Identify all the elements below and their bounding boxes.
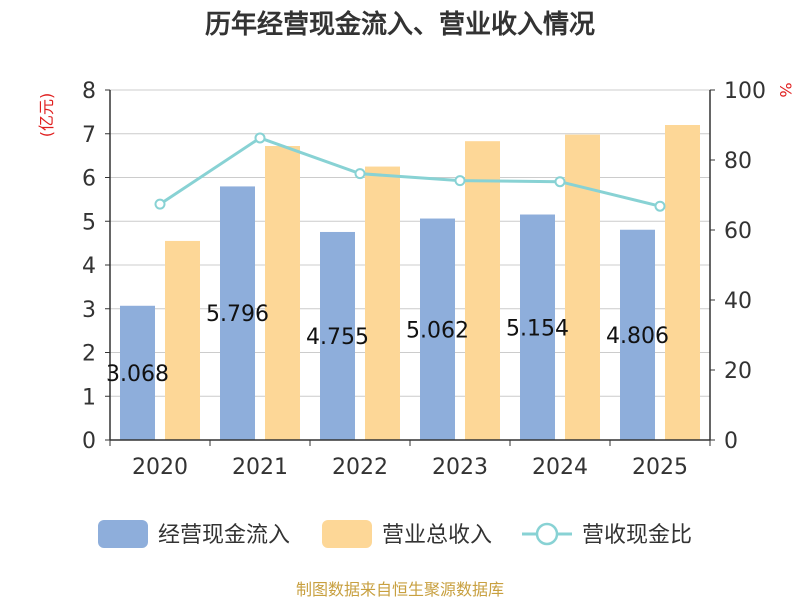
- right-tick-label: 0: [724, 429, 738, 454]
- cash-inflow-value-label: 3.068: [106, 362, 169, 387]
- legend-label: 经营现金流入: [158, 523, 290, 548]
- revenue-bar: [665, 125, 700, 440]
- revenue-bar: [565, 134, 600, 440]
- x-tick-label: 2024: [532, 455, 588, 480]
- source-note: 制图数据来自恒生聚源数据库: [296, 580, 504, 599]
- legend: 经营现金流入 营业总收入 营收现金比: [98, 520, 692, 548]
- ratio-point: [154, 198, 166, 210]
- ratio-point: [254, 132, 266, 144]
- left-tick-label: 0: [82, 429, 96, 454]
- left-tick-label: 2: [82, 342, 96, 367]
- ratio-point: [654, 200, 666, 212]
- cash-inflow-bar: [220, 186, 255, 440]
- cash-inflow-bar: [520, 214, 555, 440]
- revenue-bar: [165, 240, 200, 440]
- revenue-bar: [365, 166, 400, 440]
- right-tick-label: 40: [724, 289, 752, 314]
- bars: [120, 125, 700, 440]
- legend-swatch: [322, 520, 372, 548]
- left-tick-label: 3: [82, 298, 96, 323]
- cash-inflow-value-label: 5.796: [206, 302, 269, 327]
- x-tick-label: 2025: [632, 455, 688, 480]
- right-tick-label: 20: [724, 359, 752, 384]
- cash-inflow-value-label: 5.154: [506, 316, 569, 341]
- cash-inflow-bar: [620, 229, 655, 440]
- chart-title: 历年经营现金流入、营业收入情况: [205, 9, 595, 40]
- legend-label: 营业总收入: [382, 523, 492, 548]
- right-axis-unit: %: [776, 82, 795, 97]
- legend-item-ratio[interactable]: 营收现金比: [522, 522, 692, 548]
- ratio-point: [554, 176, 566, 188]
- x-tick-label: 2023: [432, 455, 488, 480]
- right-tick-label: 60: [724, 219, 752, 244]
- cash-inflow-bar: [320, 231, 355, 440]
- cash-inflow-value-label: 4.755: [306, 325, 369, 350]
- right-tick-label: 80: [724, 149, 752, 174]
- x-tick-label: 2021: [232, 455, 288, 480]
- revenue-bar: [465, 141, 500, 440]
- data-labels: 3.068 5.796 4.755 5.062 5.154 4.806: [106, 302, 669, 387]
- legend-item-revenue[interactable]: 营业总收入: [322, 520, 492, 548]
- cash-inflow-value-label: 4.806: [606, 324, 669, 349]
- legend-marker: [535, 522, 559, 546]
- legend-item-cash-inflow[interactable]: 经营现金流入: [98, 520, 290, 548]
- legend-swatch: [98, 520, 148, 548]
- left-tick-label: 5: [82, 210, 96, 235]
- x-tick-label: 2020: [132, 455, 188, 480]
- left-tick-label: 4: [82, 254, 96, 279]
- ratio-line-path: [159, 136, 661, 208]
- ratio-point: [454, 175, 466, 187]
- left-tick-label: 7: [82, 123, 96, 148]
- left-tick-label: 8: [82, 79, 96, 104]
- x-tick-label: 2022: [332, 455, 388, 480]
- cash-inflow-value-label: 5.062: [406, 318, 469, 343]
- legend-label: 营收现金比: [582, 523, 692, 548]
- cash-inflow-bar: [420, 218, 455, 440]
- right-tick-label: 100: [724, 79, 766, 104]
- ratio-point: [354, 168, 366, 180]
- revenue-bar: [265, 146, 300, 440]
- cash-inflow-bar: [120, 305, 155, 440]
- left-tick-label: 1: [82, 385, 96, 410]
- left-axis-unit: (亿元): [37, 93, 56, 138]
- ratio-line: [154, 132, 666, 212]
- left-tick-label: 6: [82, 167, 96, 192]
